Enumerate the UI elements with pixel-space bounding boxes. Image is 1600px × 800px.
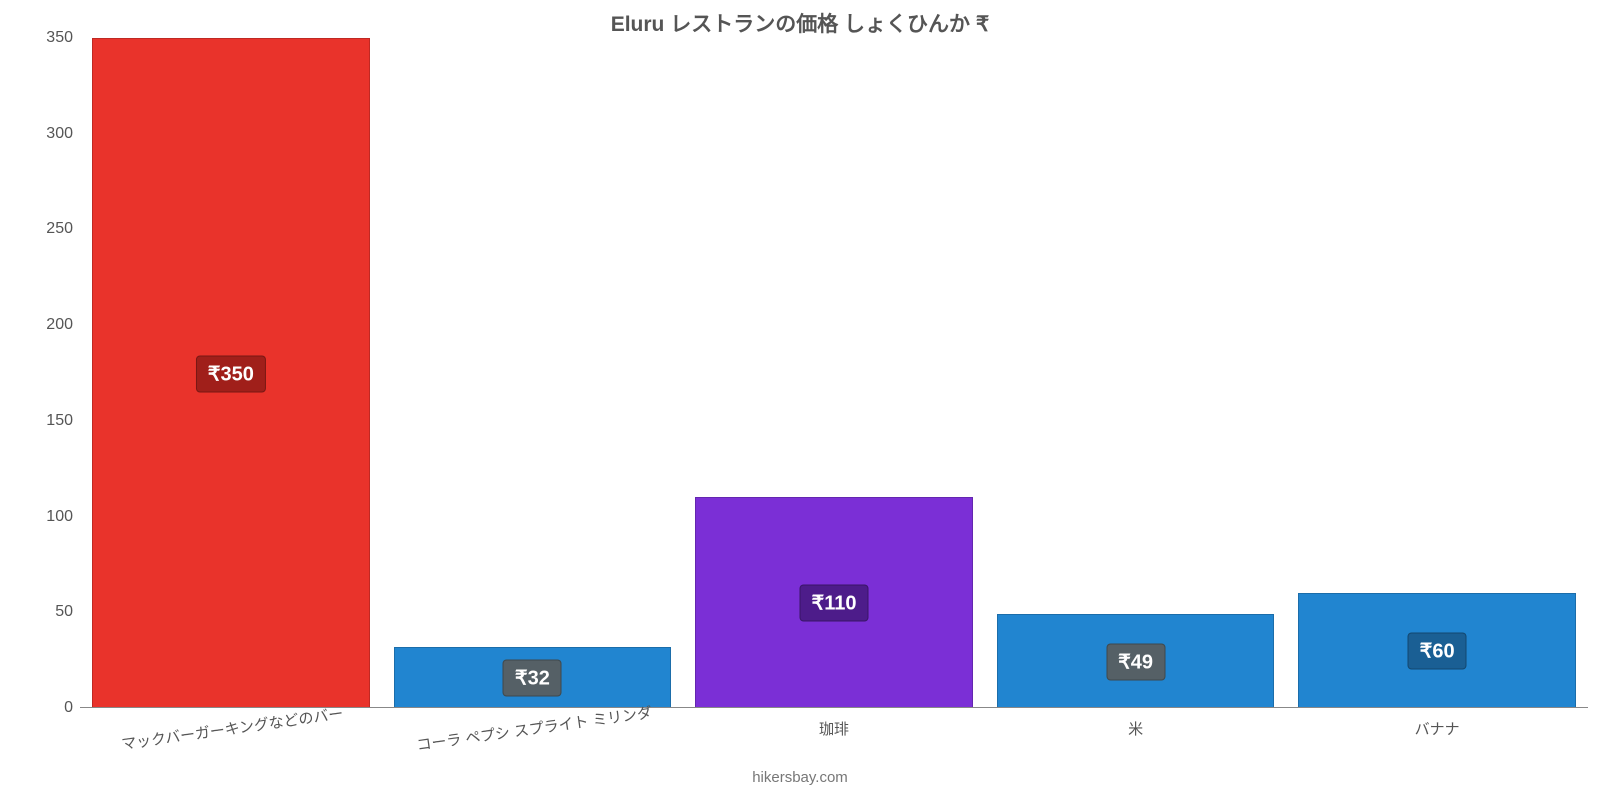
bar: ₹60 [1298,593,1575,708]
value-badge: ₹110 [799,585,868,622]
y-tick-label: 350 [46,29,73,47]
bar: ₹110 [695,497,972,708]
chart-title: Eluru レストランの価格 しょくひんか ₹ [0,8,1600,38]
bars-container: ₹350 ₹32 ₹110 ₹49 ₹60 [80,38,1588,708]
plot-area: 050100150200250300350 ₹350₹32₹110₹49₹60 [80,38,1588,708]
y-tick-label: 300 [46,125,73,143]
y-tick-label: 100 [46,508,73,526]
y-tick-label: 250 [46,220,73,238]
bar: ₹49 [997,614,1274,708]
x-axis-label: 米 [985,718,1287,739]
bar-slot: ₹49 [985,38,1287,708]
x-axis-label: バナナ [1286,718,1588,739]
bar: ₹350 [92,38,369,708]
y-tick-label: 200 [46,316,73,334]
value-badge: ₹32 [503,659,562,696]
value-badge: ₹49 [1106,643,1165,680]
value-badge: ₹350 [196,355,266,392]
bar-slot: ₹60 [1286,38,1588,708]
y-tick-label: 150 [46,412,73,430]
bar-slot: ₹32 [382,38,684,708]
x-axis-labels: マックバーガーキングなどのバーコーラ ペプシ スプライト ミリンダ珈琲米バナナ [80,718,1588,739]
bar-slot: ₹110 [683,38,985,708]
value-badge: ₹60 [1408,633,1467,670]
bar: ₹32 [394,647,671,708]
y-tick-label: 0 [64,699,73,717]
y-tick-label: 50 [55,603,73,621]
x-axis-label: 珈琲 [683,718,985,739]
bar-slot: ₹350 [80,38,382,708]
attribution: hikersbay.com [0,769,1600,786]
